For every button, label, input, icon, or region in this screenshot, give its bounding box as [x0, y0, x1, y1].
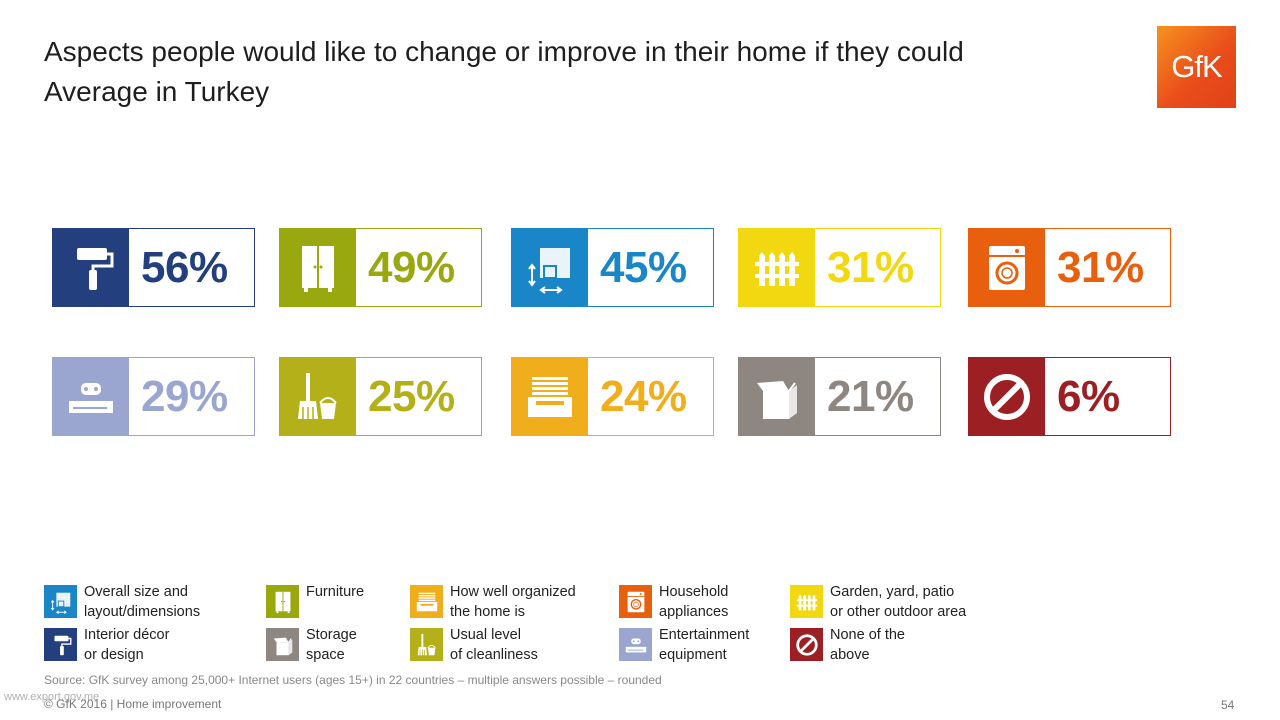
- legend-label: Usual level of cleanliness: [450, 626, 538, 665]
- tile-value: 45%: [600, 242, 687, 292]
- open-box-icon: [266, 628, 299, 661]
- legend-label-line: Overall size and: [84, 584, 188, 600]
- no-symbol-icon: [790, 628, 823, 661]
- tile-value: 31%: [1057, 242, 1144, 292]
- legend-item: Storage space: [266, 626, 357, 665]
- legend-item: Household appliances: [619, 583, 728, 622]
- legend-label-line: Furniture: [306, 584, 365, 600]
- tile-fence: 31%: [738, 228, 941, 307]
- legend-label-line: space: [306, 646, 345, 663]
- washing-machine-icon: [619, 585, 652, 618]
- tile-washing-machine: 31%: [968, 228, 1171, 307]
- legend-label-line: None of the: [830, 627, 905, 643]
- tile-value: 56%: [141, 242, 228, 292]
- legend-item: Garden, yard, patio or other outdoor area: [790, 583, 966, 622]
- legend-label: Interior décor or design: [84, 626, 169, 665]
- title-line-1: Aspects people would like to change or i…: [44, 36, 964, 67]
- tile-wardrobe: 49%: [279, 228, 482, 307]
- tile-broom-bucket: 25%: [279, 357, 482, 436]
- legend-label-line: the home is: [450, 603, 525, 620]
- game-console-icon: [619, 628, 652, 661]
- tile-floor-plan: 45%: [511, 228, 714, 307]
- fence-icon: [739, 229, 815, 306]
- tile-value: 29%: [141, 371, 228, 421]
- tile-value: 24%: [600, 371, 687, 421]
- tile-no-symbol: 6%: [968, 357, 1171, 436]
- legend-item: Interior décor or design: [44, 626, 169, 665]
- tile-value: 49%: [368, 242, 455, 292]
- legend-label: Storage space: [306, 626, 357, 665]
- legend-label-line: appliances: [659, 603, 729, 620]
- game-console-icon: [53, 358, 129, 435]
- page-number: 54: [1221, 698, 1235, 712]
- legend-label-line: Entertainment: [659, 627, 750, 643]
- floor-plan-icon: [44, 585, 77, 618]
- tile-value: 6%: [1057, 371, 1120, 421]
- gfk-logo: GfK: [1157, 26, 1236, 108]
- legend-label: Furniture: [306, 583, 364, 603]
- legend-label-line: above: [830, 646, 870, 663]
- wardrobe-icon: [280, 229, 356, 306]
- tile-value: 21%: [827, 371, 914, 421]
- floor-plan-icon: [512, 229, 588, 306]
- open-box-icon: [739, 358, 815, 435]
- legend-label-line: Interior décor: [84, 627, 170, 643]
- tile-drawer-stack: 24%: [511, 357, 714, 436]
- legend-item: None of the above: [790, 626, 905, 665]
- broom-bucket-icon: [410, 628, 443, 661]
- source-note: Source: GfK survey among 25,000+ Interne…: [44, 673, 662, 687]
- fence-icon: [790, 585, 823, 618]
- legend-item: Entertainment equipment: [619, 626, 749, 665]
- wardrobe-icon: [266, 585, 299, 618]
- no-symbol-icon: [969, 358, 1045, 435]
- title-line-2: Average in Turkey: [44, 76, 270, 107]
- watermark: www.export.gov.me: [4, 691, 100, 703]
- broom-bucket-icon: [280, 358, 356, 435]
- legend-item: Usual level of cleanliness: [410, 626, 538, 665]
- legend-label-line: How well organized: [450, 584, 576, 600]
- legend-label-line: equipment: [659, 646, 727, 663]
- drawer-stack-icon: [410, 585, 443, 618]
- page-title: Aspects people would like to change or i…: [44, 32, 964, 112]
- paint-roller-icon: [53, 229, 129, 306]
- washing-machine-icon: [969, 229, 1045, 306]
- drawer-stack-icon: [512, 358, 588, 435]
- tile-value: 31%: [827, 242, 914, 292]
- tile-paint-roller: 56%: [52, 228, 255, 307]
- legend-label: Overall size and layout/dimensions: [84, 583, 200, 622]
- legend-label: Household appliances: [659, 583, 728, 622]
- legend-label-line: or other outdoor area: [830, 603, 967, 620]
- legend-label-line: Usual level: [450, 627, 521, 643]
- legend-label-line: Household: [659, 584, 729, 600]
- legend-label-line: Garden, yard, patio: [830, 584, 955, 600]
- legend-label-line: of cleanliness: [450, 646, 538, 663]
- legend-label-line: Storage: [306, 627, 357, 643]
- legend-item: Overall size and layout/dimensions: [44, 583, 200, 622]
- paint-roller-icon: [44, 628, 77, 661]
- tile-game-console: 29%: [52, 357, 255, 436]
- legend-label-line: or design: [84, 646, 144, 663]
- tile-open-box: 21%: [738, 357, 941, 436]
- legend-label: Garden, yard, patio or other outdoor area: [830, 583, 966, 622]
- footer-copyright: © GfK 2016 | Home improvement: [44, 697, 222, 711]
- legend-item: Furniture: [266, 583, 364, 618]
- legend-label: None of the above: [830, 626, 905, 665]
- tile-value: 25%: [368, 371, 455, 421]
- legend-label-line: layout/dimensions: [84, 603, 201, 620]
- legend-label: Entertainment equipment: [659, 626, 749, 665]
- legend-label: How well organized the home is: [450, 583, 576, 622]
- legend-item: How well organized the home is: [410, 583, 576, 622]
